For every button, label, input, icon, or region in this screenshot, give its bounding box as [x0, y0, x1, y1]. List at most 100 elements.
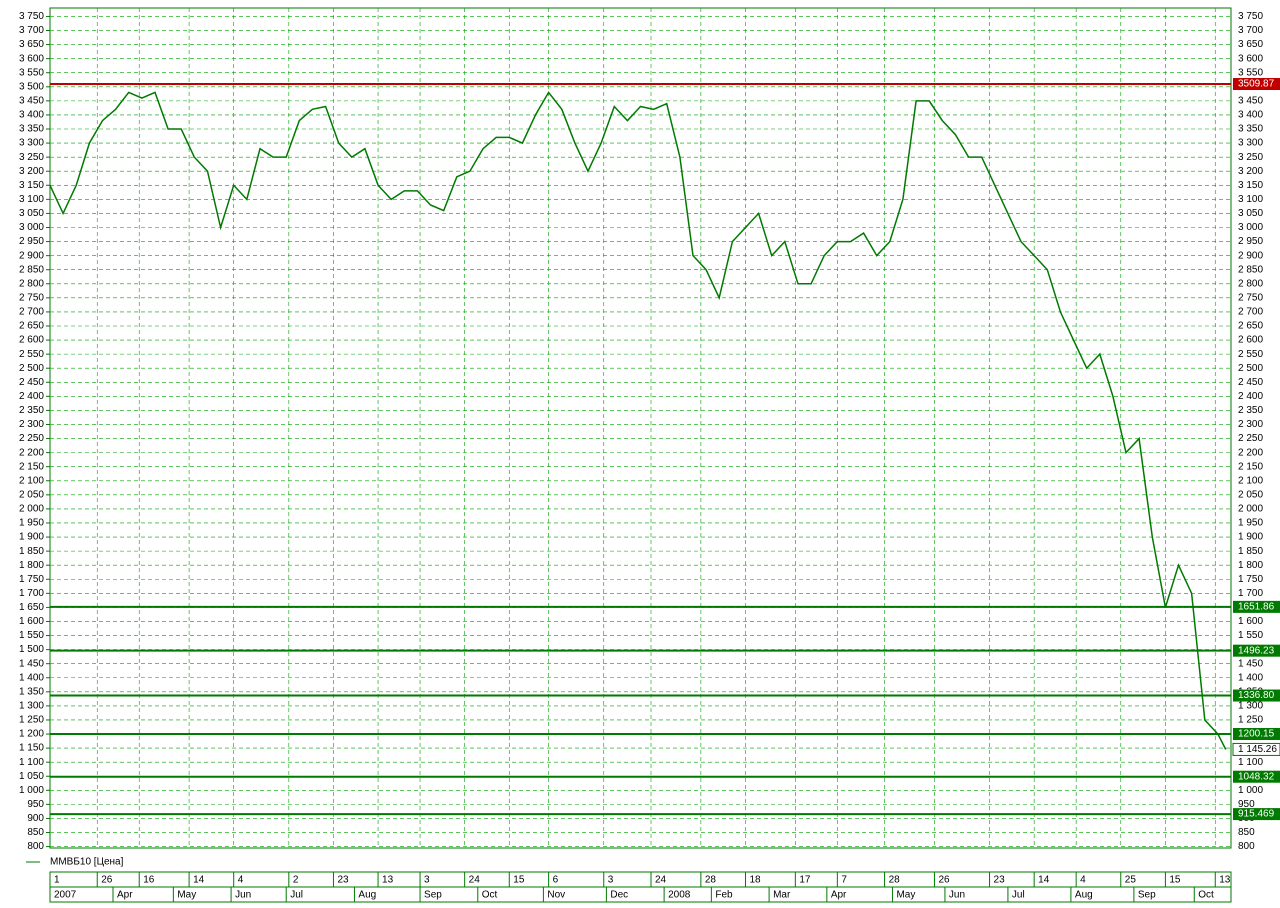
y-tick-label-right: 2 000	[1238, 504, 1263, 515]
last-price-tag	[1232, 742, 1280, 756]
y-tick-label: 850	[27, 827, 44, 838]
y-tick-label: 1 750	[19, 574, 44, 585]
y-tick-label-right: 1 750	[1238, 574, 1263, 585]
month-label: Mar	[773, 890, 791, 901]
y-tick-label-right: 2 850	[1238, 264, 1263, 275]
y-tick-label-right: 1 850	[1238, 546, 1263, 557]
y-tick-label-right: 1 300	[1238, 701, 1263, 712]
level-tag	[1233, 689, 1280, 702]
level-label: 1048.32	[1238, 771, 1275, 782]
y-tick-label-right: 1 250	[1238, 715, 1263, 726]
x-tick-label: 4	[238, 875, 244, 886]
y-tick-label: 800	[27, 841, 44, 852]
y-tick-label-right: 1 900	[1238, 532, 1263, 543]
y-tick-label-right: 2 600	[1238, 335, 1263, 346]
month-label: 2007	[54, 890, 77, 901]
y-tick-label-right: 2 350	[1238, 405, 1263, 416]
x-tick-label: 3	[424, 875, 430, 886]
y-tick-label-right: 3 150	[1238, 180, 1263, 191]
y-tick-label-right: 3 400	[1238, 110, 1263, 121]
y-tick-label: 1 400	[19, 672, 44, 683]
y-tick-label: 2 100	[19, 475, 44, 486]
month-label: Oct	[482, 890, 498, 901]
y-tick-label-right: 3 750	[1238, 11, 1263, 22]
y-tick-label: 2 550	[19, 349, 44, 360]
y-tick-label-right: 3 100	[1238, 194, 1263, 205]
month-label: May	[896, 890, 915, 901]
month-label: Feb	[715, 890, 733, 901]
x-tick-label: 16	[143, 875, 155, 886]
y-tick-label: 2 600	[19, 335, 44, 346]
y-tick-label-right: 1 700	[1238, 588, 1263, 599]
level-tag	[1233, 808, 1280, 821]
y-tick-label: 3 650	[19, 39, 44, 50]
y-tick-label: 1 450	[19, 658, 44, 669]
y-tick-label: 2 200	[19, 447, 44, 458]
y-tick-label: 1 800	[19, 560, 44, 571]
month-label: Jul	[290, 890, 303, 901]
month-label: Apr	[831, 890, 847, 901]
month-label: Dec	[610, 890, 628, 901]
x-tick-label: 25	[1125, 875, 1137, 886]
x-tick-label: 24	[655, 875, 667, 886]
y-tick-label: 1 950	[19, 518, 44, 529]
level-tag	[1233, 78, 1280, 91]
y-tick-label-right: 2 200	[1238, 447, 1263, 458]
y-tick-label-right: 2 750	[1238, 292, 1263, 303]
y-tick-label: 3 050	[19, 208, 44, 219]
y-tick-label: 3 550	[19, 67, 44, 78]
y-tick-label: 2 800	[19, 278, 44, 289]
x-tick-label: 13	[382, 875, 394, 886]
x-tick-label: 26	[938, 875, 950, 886]
y-tick-label: 3 750	[19, 11, 44, 22]
y-tick-label: 2 050	[19, 489, 44, 500]
level-tag	[1233, 644, 1280, 657]
x-tick-label: 23	[337, 875, 349, 886]
y-tick-label: 3 200	[19, 166, 44, 177]
y-tick-label: 900	[27, 813, 44, 824]
x-tick-label: 26	[101, 875, 113, 886]
level-label: 1496.23	[1238, 645, 1275, 656]
plot-frame	[49, 7, 1232, 849]
y-tick-label: 1 150	[19, 743, 44, 754]
y-tick-label: 1 000	[19, 785, 44, 796]
y-tick-label-right: 1 450	[1238, 658, 1263, 669]
y-tick-label: 2 500	[19, 363, 44, 374]
y-tick-label-right: 1 100	[1238, 757, 1263, 768]
y-tick-label: 1 100	[19, 757, 44, 768]
y-tick-label-right: 2 300	[1238, 419, 1263, 430]
y-tick-label-right: 800	[1238, 841, 1255, 852]
month-label: Apr	[117, 890, 133, 901]
y-tick-label: 1 600	[19, 616, 44, 627]
y-tick-label: 2 950	[19, 236, 44, 247]
y-tick-label-right: 950	[1238, 799, 1255, 810]
month-label: Jul	[1012, 890, 1025, 901]
y-tick-label-right: 3 600	[1238, 53, 1263, 64]
y-tick-label: 1 250	[19, 715, 44, 726]
y-tick-label: 3 400	[19, 110, 44, 121]
x-tick-label: 13	[1219, 875, 1231, 886]
y-tick-label-right: 2 400	[1238, 391, 1263, 402]
month-label: May	[177, 890, 196, 901]
x-tick-label: 15	[513, 875, 525, 886]
y-tick-label-right: 2 100	[1238, 475, 1263, 486]
y-tick-label: 3 300	[19, 138, 44, 149]
y-tick-label-right: 2 500	[1238, 363, 1263, 374]
y-tick-label-right: 3 450	[1238, 96, 1263, 107]
y-tick-label: 2 400	[19, 391, 44, 402]
month-label: Jun	[235, 890, 251, 901]
x-tick-label: 7	[841, 875, 847, 886]
month-label: Sep	[1138, 890, 1156, 901]
y-tick-label: 1 350	[19, 686, 44, 697]
y-tick-label: 3 700	[19, 25, 44, 36]
y-tick-label-right: 3 550	[1238, 67, 1263, 78]
legend-label: ММВБ10 [Цена]	[50, 857, 124, 868]
y-tick-label: 3 150	[19, 180, 44, 191]
level-tag	[1233, 770, 1280, 783]
y-tick-label: 2 850	[19, 264, 44, 275]
y-tick-label: 1 050	[19, 771, 44, 782]
y-tick-label: 1 700	[19, 588, 44, 599]
y-tick-label-right: 2 050	[1238, 489, 1263, 500]
x-tick-label: 23	[994, 875, 1006, 886]
